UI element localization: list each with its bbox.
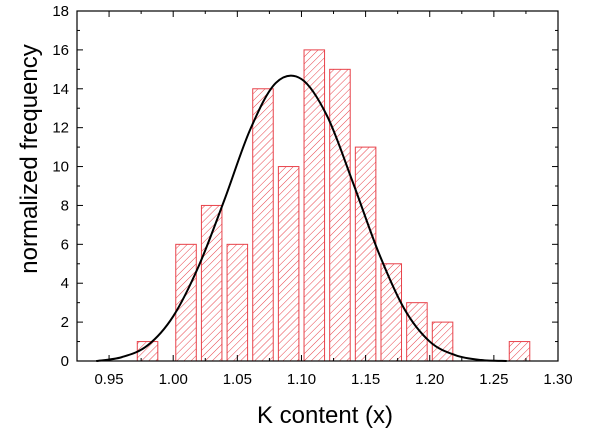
x-tick-label: 1.25: [479, 371, 508, 388]
y-tick-label: 16: [52, 42, 69, 59]
histogram-bar: [200, 204, 223, 362]
y-tick-label: 10: [52, 159, 69, 176]
y-tick-label: 2: [61, 314, 69, 331]
histogram-bar: [354, 146, 377, 362]
histogram-bar: [175, 243, 197, 362]
y-tick-label: 14: [52, 81, 69, 98]
histogram-bar: [508, 341, 531, 362]
histogram-bar: [329, 68, 351, 362]
y-axis-title: normalized frequency: [16, 44, 43, 273]
y-tick-label: 8: [61, 197, 69, 214]
x-tick-label: 1.10: [287, 371, 316, 388]
histogram-bar: [303, 49, 326, 362]
x-tick-label: 1.30: [543, 371, 572, 388]
histogram-bar: [431, 321, 454, 362]
histogram-bar: [226, 243, 249, 362]
axes-layer: 0.95 1.00 1.05 1.10 1.15 1.20 1.25 1.30 0 2 4 6 8 10 1…: [52, 3, 572, 388]
x-tick-label: 1.20: [415, 371, 444, 388]
fit-layer: [96, 74, 507, 362]
x-tick-label: 0.95: [94, 371, 123, 388]
bars-layer: [136, 49, 531, 362]
gaussian-fit-line: [96, 74, 507, 362]
histogram-bar: [252, 88, 274, 362]
y-tick-label: 12: [52, 120, 69, 137]
histogram-bar: [380, 263, 403, 362]
x-tick-label: 1.00: [159, 371, 188, 388]
y-tick-label: 6: [61, 236, 69, 253]
histogram-bar: [277, 166, 300, 362]
y-tick-label: 4: [61, 275, 69, 292]
x-tick-label: 1.15: [351, 371, 380, 388]
x-tick-label: 1.05: [223, 371, 252, 388]
x-axis-title: K content (x): [257, 402, 393, 429]
y-tick-label: 18: [52, 3, 69, 20]
y-tick-label: 0: [61, 353, 69, 370]
histogram-bar: [406, 302, 428, 362]
